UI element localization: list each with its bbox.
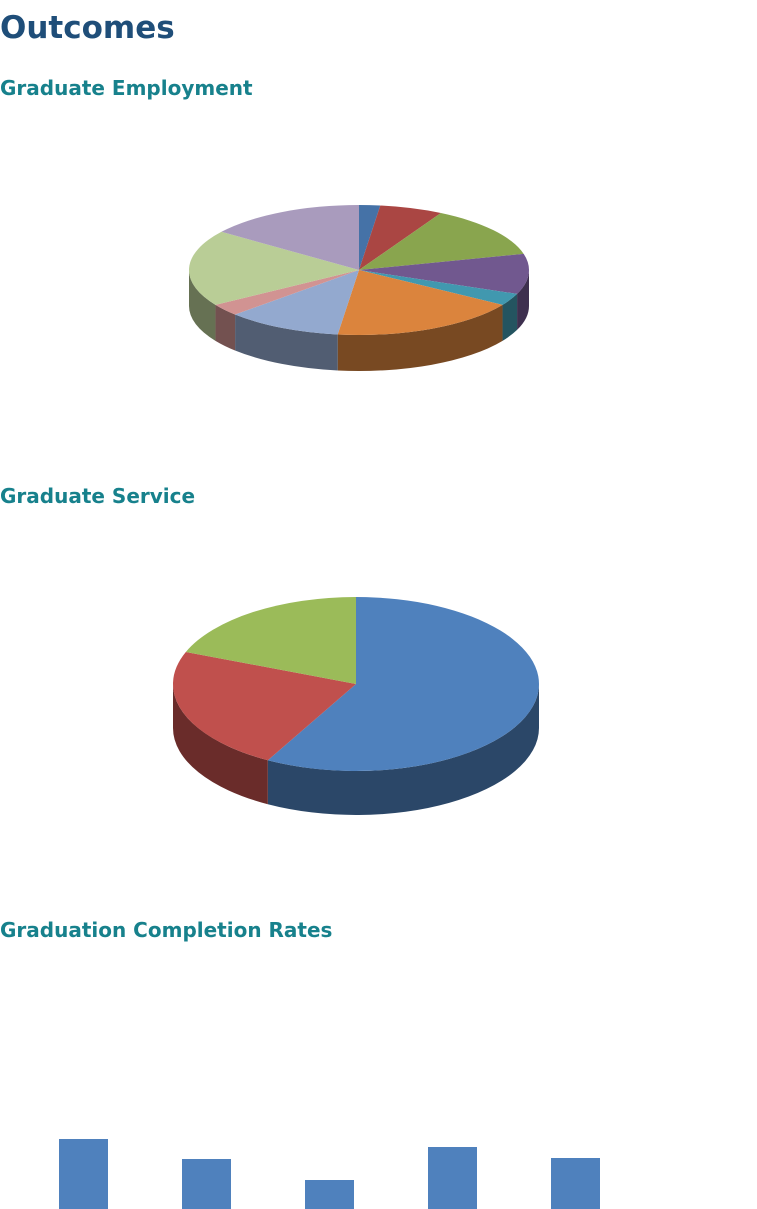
pie-slice (359, 253, 529, 294)
page-title: Outcomes (0, 10, 175, 46)
section-title: Graduate Service (0, 484, 195, 508)
pie-side (173, 684, 268, 805)
pie-slice (235, 270, 359, 335)
pie-side (235, 314, 338, 371)
pie-slice (267, 597, 539, 771)
pie-slice (359, 205, 441, 270)
pie-side (267, 684, 539, 815)
pie-slice (337, 270, 503, 335)
pie-side (189, 270, 216, 341)
pie-side (215, 304, 236, 351)
bar (551, 1158, 600, 1209)
section-title: Graduate Employment (0, 76, 253, 100)
pie-slice (359, 205, 381, 270)
bar (182, 1159, 231, 1209)
section-title: Graduation Completion Rates (0, 918, 332, 942)
pie-side (517, 270, 529, 330)
pie-side (502, 293, 518, 341)
pie-slice (359, 213, 524, 270)
pie-slice (173, 651, 356, 761)
pie-side (337, 304, 503, 372)
bar (59, 1139, 108, 1209)
pie-slice (189, 231, 359, 305)
pie-slice (221, 205, 359, 270)
pie-slice (215, 270, 359, 315)
bar (305, 1180, 354, 1209)
pie-slice (185, 597, 356, 684)
bar (428, 1147, 477, 1209)
pie-slice (359, 270, 518, 305)
